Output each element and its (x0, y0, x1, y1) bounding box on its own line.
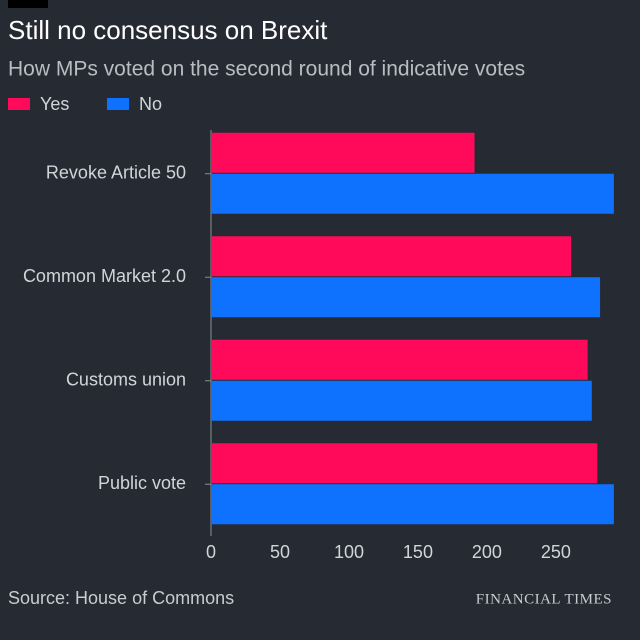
bar (211, 132, 475, 173)
bar (211, 380, 592, 421)
y-tick-label: Customs union (66, 370, 186, 390)
bar (211, 339, 588, 380)
x-tick-label: 150 (403, 542, 433, 562)
source: Source: House of Commons (8, 588, 234, 608)
x-tick-label: 100 (334, 542, 364, 562)
bar (211, 443, 598, 484)
bar (211, 277, 601, 318)
legend-label: No (139, 94, 162, 114)
y-tick-label: Public vote (98, 473, 186, 493)
y-tick-label: Revoke Article 50 (46, 163, 186, 183)
chart-subtitle: How MPs voted on the second round of ind… (8, 58, 525, 81)
legend-label: Yes (40, 94, 69, 114)
x-tick-label: 50 (270, 542, 290, 562)
x-tick-label: 200 (472, 542, 502, 562)
legend-swatch (8, 98, 30, 110)
bar (211, 236, 572, 277)
legend-swatch (107, 98, 129, 110)
x-tick-label: 250 (541, 542, 571, 562)
y-tick-label: Common Market 2.0 (23, 266, 186, 286)
x-tick-label: 0 (206, 542, 216, 562)
brand-bar (8, 0, 48, 8)
logo: FINANCIAL TIMES (476, 591, 612, 607)
bar (211, 484, 614, 525)
bar (211, 173, 614, 214)
chart-title: Still no consensus on Brexit (8, 15, 328, 45)
